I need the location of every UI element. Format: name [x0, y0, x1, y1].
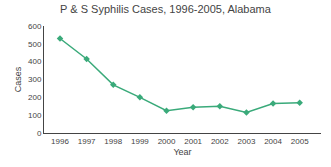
- svg-text:600: 600: [28, 22, 42, 31]
- svg-text:1999: 1999: [131, 137, 149, 146]
- svg-text:1996: 1996: [51, 137, 69, 146]
- svg-text:Cases: Cases: [13, 66, 23, 92]
- svg-text:100: 100: [28, 111, 42, 120]
- svg-text:2002: 2002: [211, 137, 229, 146]
- svg-text:2003: 2003: [238, 137, 256, 146]
- svg-text:2001: 2001: [184, 137, 202, 146]
- svg-text:300: 300: [28, 75, 42, 84]
- svg-text:2005: 2005: [291, 137, 309, 146]
- svg-text:P & S Syphilis Cases, 1996-200: P & S Syphilis Cases, 1996-2005, Alabama: [60, 3, 272, 15]
- svg-text:1997: 1997: [78, 137, 96, 146]
- svg-text:500: 500: [28, 40, 42, 49]
- svg-text:2004: 2004: [264, 137, 282, 146]
- svg-text:2000: 2000: [158, 137, 176, 146]
- svg-text:Year: Year: [173, 147, 191, 157]
- svg-text:1998: 1998: [104, 137, 122, 146]
- svg-text:0: 0: [37, 129, 42, 138]
- svg-text:400: 400: [28, 57, 42, 66]
- svg-text:200: 200: [28, 93, 42, 102]
